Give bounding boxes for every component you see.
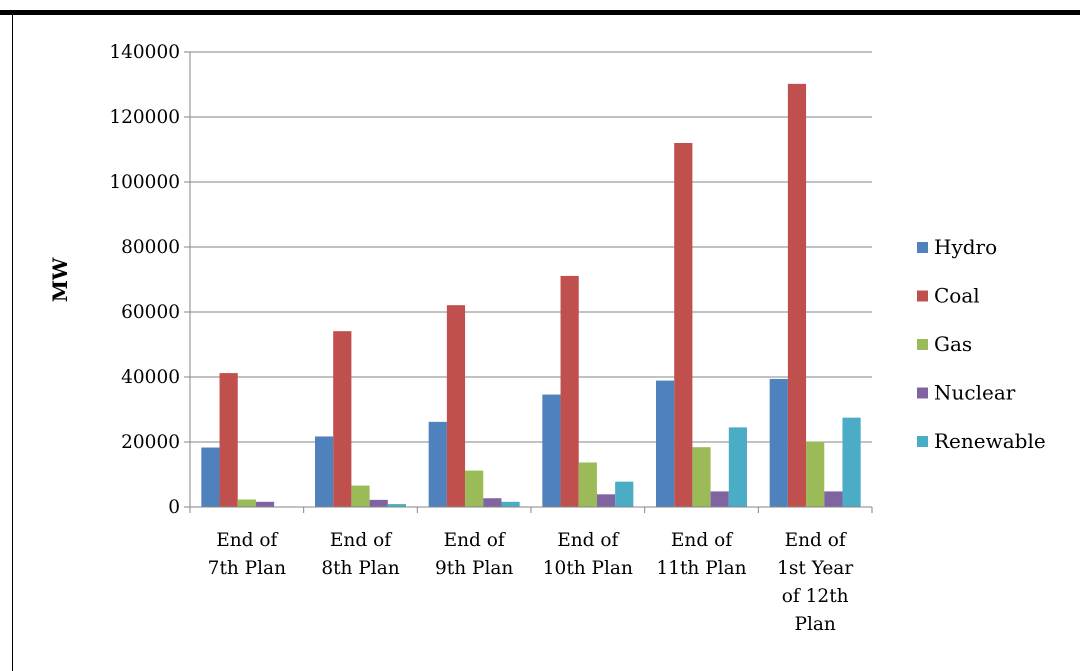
bar-nuclear [824, 491, 843, 507]
x-tick-label: End of 10th Plan [543, 530, 633, 579]
x-tick-label: End of 1st Year of 12th Plan [777, 530, 853, 635]
legend-swatch-coal [917, 290, 928, 302]
y-tick-label: 0 [168, 497, 180, 518]
top-border-rule [0, 10, 1080, 15]
bar-coal [787, 83, 807, 507]
y-tick-label: 60000 [121, 302, 180, 323]
left-border-rule [12, 15, 13, 671]
bar-hydro [428, 421, 447, 507]
x-tick-label: End of 7th Plan [208, 530, 286, 579]
bar-gas [237, 499, 256, 507]
bar-hydro [201, 447, 220, 507]
bar-hydro [769, 378, 788, 507]
y-tick-label: 40000 [121, 367, 180, 388]
bar-coal [333, 331, 352, 507]
legend-label-renewable: Renewable [934, 429, 1046, 453]
bar-renewable [387, 504, 406, 507]
x-tick-label: End of 9th Plan [435, 530, 513, 579]
bar-renewable [615, 481, 634, 507]
bar-gas [351, 485, 370, 507]
y-tick-label: 20000 [121, 432, 180, 453]
legend-swatch-nuclear [917, 387, 928, 399]
y-axis-title: MW [48, 257, 72, 302]
legend-label-gas: Gas [934, 332, 972, 356]
bar-nuclear [255, 501, 275, 507]
bar-renewable [728, 427, 747, 507]
legend-label-coal: Coal [934, 284, 980, 308]
bar-hydro [315, 436, 334, 507]
y-tick-label: 80000 [121, 237, 180, 258]
y-tick-label: 140000 [109, 42, 180, 63]
y-tick-label: 100000 [109, 172, 180, 193]
bar-coal [560, 275, 579, 507]
bar-hydro [656, 380, 675, 507]
legend-swatch-hydro [917, 242, 928, 253]
x-tick-label: End of 11th Plan [656, 530, 746, 579]
legend-label-nuclear: Nuclear [934, 381, 1016, 405]
bar-nuclear [596, 494, 616, 507]
y-tick-label: 120000 [109, 107, 180, 128]
bar-renewable [501, 501, 520, 507]
bar-hydro [542, 394, 561, 507]
bar-nuclear [369, 499, 388, 507]
bar-gas [465, 470, 484, 507]
x-tick-label: End of 8th Plan [321, 530, 399, 579]
legend-swatch-renewable [917, 436, 928, 447]
bar-gas [806, 441, 825, 507]
bar-coal [674, 143, 693, 507]
bar-gas [578, 462, 597, 507]
bar-coal [219, 373, 238, 507]
bar-nuclear [483, 498, 502, 507]
bar-renewable [842, 417, 861, 507]
bar-gas [692, 447, 711, 507]
bar-nuclear [710, 491, 729, 507]
legend-swatch-gas [917, 339, 928, 350]
bar-coal [446, 305, 466, 507]
legend-label-hydro: Hydro [934, 235, 997, 259]
